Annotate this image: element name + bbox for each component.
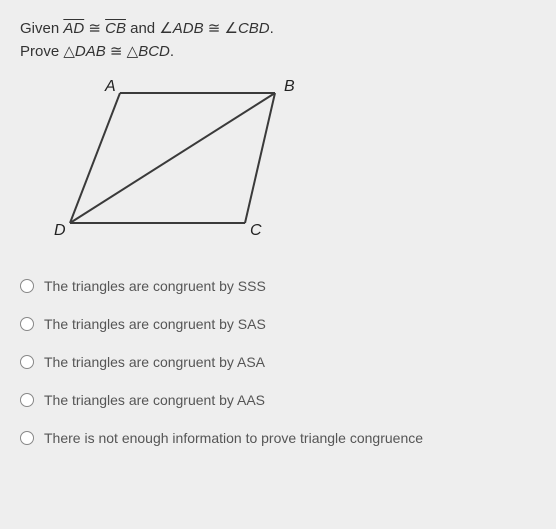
svg-text:D: D (54, 222, 66, 239)
prove-line: Prove △DAB ≅ △BCD. (20, 41, 536, 64)
quadrilateral-diagram: A B C D (50, 73, 310, 243)
option-sas[interactable]: The triangles are congruent by SAS (20, 316, 536, 332)
radio-icon (20, 355, 34, 369)
option-label: There is not enough information to prove… (44, 430, 423, 446)
option-aas[interactable]: The triangles are congruent by AAS (20, 392, 536, 408)
radio-icon (20, 431, 34, 445)
svg-text:C: C (250, 222, 262, 239)
option-not-enough[interactable]: There is not enough information to prove… (20, 430, 536, 446)
answer-options: The triangles are congruent by SSS The t… (20, 278, 536, 446)
diagram: A B C D (50, 73, 536, 248)
given-line: Given AD ≅ CB and ∠ADB ≅ ∠CBD. (20, 18, 536, 41)
radio-icon (20, 393, 34, 407)
option-label: The triangles are congruent by SAS (44, 316, 266, 332)
option-label: The triangles are congruent by SSS (44, 278, 266, 294)
option-asa[interactable]: The triangles are congruent by ASA (20, 354, 536, 370)
option-label: The triangles are congruent by ASA (44, 354, 265, 370)
svg-text:A: A (104, 78, 116, 95)
radio-icon (20, 279, 34, 293)
option-label: The triangles are congruent by AAS (44, 392, 265, 408)
option-sss[interactable]: The triangles are congruent by SSS (20, 278, 536, 294)
problem-statement: Given AD ≅ CB and ∠ADB ≅ ∠CBD. Prove △DA… (20, 18, 536, 63)
radio-icon (20, 317, 34, 331)
svg-text:B: B (284, 78, 295, 95)
